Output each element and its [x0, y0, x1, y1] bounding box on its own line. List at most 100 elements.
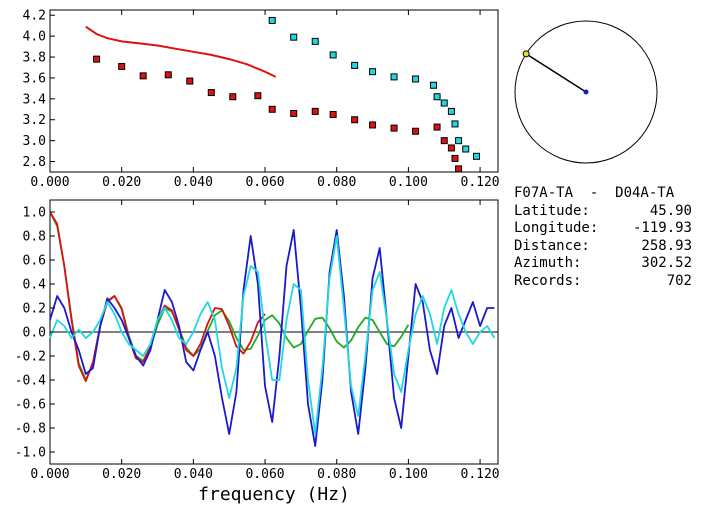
- dispersion-plot-x-tick-label: 0.100: [389, 175, 428, 190]
- info-row-latitude: Latitude: 45.90: [514, 203, 700, 221]
- dispersion-point-red: [351, 116, 359, 124]
- records-label: Records:: [514, 272, 582, 289]
- dispersion-plot-y-tick-label: 2.8: [23, 155, 46, 170]
- dispersion-plot-y-tick-label: 4.0: [23, 30, 46, 45]
- dispersion-point-cyan: [390, 73, 398, 81]
- dispersion-point-red: [186, 77, 194, 85]
- dispersion-plot-x-tick-label: 0.000: [30, 175, 69, 190]
- spectrum-plot-x-tick-label: 0.000: [30, 467, 69, 482]
- azimuth-label: Azimuth:: [514, 255, 582, 272]
- dispersion-point-cyan: [429, 81, 437, 89]
- dispersion-point-red: [455, 165, 463, 173]
- azimuth-dial-needle: [525, 53, 587, 93]
- spectrum-plot-x-tick-label: 0.060: [245, 467, 284, 482]
- azimuth-dial-circle: [514, 20, 658, 164]
- spectrum-plot-x-tick-label: 0.040: [174, 467, 213, 482]
- spectrum-plot-content: [49, 211, 498, 447]
- dispersion-point-cyan: [440, 99, 448, 107]
- dispersion-point-cyan: [455, 137, 463, 145]
- station-info-panel: F07A-TA - D04A-TA Latitude: 45.90 Longit…: [514, 185, 700, 291]
- spectrum-plot-y-tick-label: -0.8: [15, 422, 46, 437]
- dispersion-plot-y-tick-label: 3.4: [23, 92, 47, 107]
- station-pair: F07A-TA - D04A-TA: [514, 185, 675, 201]
- spectrum-curve-red: [49, 211, 266, 383]
- spectrum-plot-y-tick-label: 0.6: [23, 254, 46, 269]
- dispersion-plot-content: [85, 16, 480, 173]
- dispersion-point-red: [207, 89, 215, 97]
- info-row-longitude: Longitude: -119.93: [514, 220, 700, 238]
- dispersion-point-cyan: [369, 68, 377, 76]
- latitude-value: 45.90: [649, 202, 692, 219]
- dispersion-point-red: [451, 154, 459, 162]
- spectrum-plot-y-tick-label: 0.2: [23, 302, 46, 317]
- info-row-azimuth: Azimuth: 302.52: [514, 255, 700, 273]
- dispersion-point-red: [329, 111, 337, 119]
- dispersion-point-cyan: [433, 93, 441, 101]
- dispersion-plot-x-tick-label: 0.120: [461, 175, 500, 190]
- dispersion-point-cyan: [447, 107, 455, 115]
- dispersion-point-red: [412, 127, 420, 135]
- dispersion-point-cyan: [351, 61, 359, 69]
- dispersion-plot-x-tick-label: 0.040: [174, 175, 213, 190]
- dispersion-point-red: [268, 105, 276, 113]
- dispersion-plot-y-tick-label: 3.2: [23, 113, 46, 128]
- dispersion-plot-y-tick-label: 3.0: [23, 134, 46, 149]
- azimuth-dial-center-marker: [583, 89, 589, 95]
- dispersion-point-red: [164, 71, 172, 79]
- dispersion-point-cyan: [451, 120, 459, 128]
- spectrum-plot-y-axis: -1.0 -0.8 -0.6 -0.4 -0.2 0.0 0.2 0.4 0.6 0.8 1.0: [15, 206, 55, 461]
- spectrum-curve-blue: [49, 229, 495, 447]
- dispersion-point-red: [311, 107, 319, 115]
- spectrum-plot-x-axis: 0.000 0.020 0.040 0.060 0.080 0.100 0.120: [30, 200, 500, 482]
- spectrum-plot-x-tick-label: 0.100: [389, 467, 428, 482]
- dispersion-point-red: [254, 92, 262, 100]
- dispersion-point-red: [118, 62, 126, 70]
- dispersion-point-cyan: [290, 33, 298, 41]
- dispersion-plot-y-axis: 2.8 3.0 3.2 3.4 3.6 3.8 4.0 4.2: [23, 9, 55, 170]
- spectrum-plot: 0.000 0.020 0.040 0.060 0.080 0.100 0.120 -1.0…: [15, 199, 500, 505]
- azimuth-dial-tip-marker: [522, 50, 530, 58]
- dispersion-point-cyan: [472, 152, 480, 160]
- info-row-records: Records: 702: [514, 273, 700, 291]
- dispersion-point-red: [369, 121, 377, 129]
- dispersion-plot-y-tick-label: 3.8: [23, 51, 46, 66]
- latitude-label: Latitude:: [514, 202, 590, 219]
- dispersion-point-red: [229, 93, 237, 101]
- spectrum-curve-green: [49, 211, 410, 381]
- dispersion-point-red: [440, 137, 448, 145]
- spectrum-plot-x-tick-label: 0.120: [461, 467, 500, 482]
- spectrum-plot-y-tick-label: 0.4: [23, 278, 47, 293]
- dispersion-point-cyan: [329, 51, 337, 59]
- spectrum-plot-x-tick-label: 0.080: [317, 467, 356, 482]
- dispersion-point-red: [139, 72, 147, 80]
- dispersion-plot: 0.000 0.020 0.040 0.060 0.080 0.100 0.120 2.8 3…: [23, 9, 500, 190]
- spectrum-plot-y-tick-label: 1.0: [23, 206, 46, 221]
- longitude-value: -119.93: [632, 220, 692, 237]
- longitude-label: Longitude:: [514, 220, 599, 237]
- spectrum-plot-y-tick-label: 0.8: [23, 230, 46, 245]
- dispersion-point-cyan: [268, 16, 276, 24]
- dispersion-plot-y-tick-label: 4.2: [23, 9, 46, 24]
- distance-label: Distance:: [514, 237, 590, 254]
- records-value: 702: [666, 272, 692, 289]
- distance-value: 258.93: [641, 237, 692, 254]
- dispersion-plot-x-tick-label: 0.020: [102, 175, 141, 190]
- dispersion-point-red: [390, 124, 398, 132]
- spectrum-plot-y-tick-label: -0.4: [15, 374, 46, 389]
- dispersion-point-red: [93, 55, 101, 63]
- dispersion-point-red: [290, 109, 298, 117]
- spectrum-plot-y-tick-label: 0.0: [23, 326, 46, 341]
- spectrum-plot-y-tick-label: -0.2: [15, 350, 46, 365]
- spectrum-plot-x-axis-title: frequency (Hz): [198, 484, 350, 505]
- dispersion-plot-x-axis: 0.000 0.020 0.040 0.060 0.080 0.100 0.120: [30, 10, 500, 190]
- dispersion-plot-frame: [49, 9, 499, 173]
- info-row-distance: Distance: 258.93: [514, 238, 700, 256]
- dispersion-point-cyan: [311, 37, 319, 45]
- spectrum-curve-cyan: [49, 235, 496, 435]
- spectrum-plot-y-tick-label: -0.6: [15, 398, 46, 413]
- dispersion-point-cyan: [412, 75, 420, 83]
- dispersion-point-red: [447, 144, 455, 152]
- spectrum-plot-y-tick-label: -1.0: [15, 446, 46, 461]
- dispersion-plot-y-tick-label: 3.6: [23, 71, 46, 86]
